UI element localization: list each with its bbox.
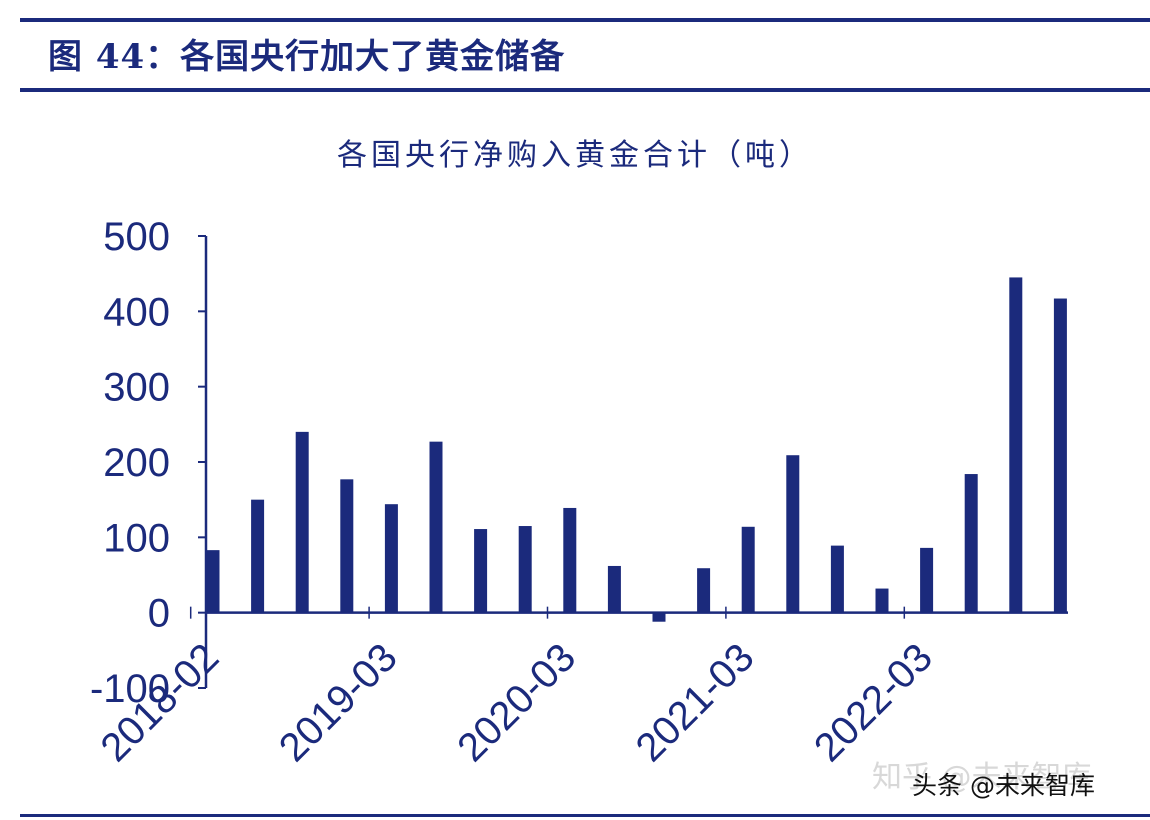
title-rule (20, 88, 1150, 92)
y-tick-label: 100 (103, 516, 170, 560)
y-tick-label: -100 (90, 667, 170, 711)
x-tick-label: 2021-03 (628, 635, 763, 770)
y-tick-label: 0 (148, 592, 170, 636)
bar-2019-06 (429, 441, 443, 613)
top-rule (20, 18, 1150, 22)
bar-2021-03 (741, 526, 755, 613)
bar-2022-06 (964, 474, 978, 613)
y-tick-label: 400 (103, 290, 170, 334)
bar-2020-03 (563, 507, 577, 613)
bar-2019-09 (474, 529, 488, 613)
bar-2018-06 (251, 499, 265, 613)
y-tick-label: 200 (103, 441, 170, 485)
bar-2020-06 (607, 565, 621, 613)
bar-2021-06 (786, 455, 800, 613)
credit-text: 头条 @未来智库 (912, 771, 1095, 800)
bottom-rule (20, 814, 1150, 817)
bar-2020-12 (697, 568, 711, 613)
x-tick-label: 2019-03 (271, 635, 406, 770)
y-tick-label: 300 (103, 366, 170, 410)
bar-2018-12 (340, 479, 354, 613)
watermark: 知乎 @未来智库 (872, 760, 1092, 795)
chart-title: 各国央行净购入黄金合计（吨） (337, 138, 813, 173)
bar-2022-09 (1009, 277, 1023, 613)
bar-2018-09 (295, 431, 309, 613)
bar-2019-12 (518, 526, 532, 613)
bar-2019-03 (384, 504, 398, 613)
bar-2021-09 (830, 545, 844, 613)
x-tick-label: 2020-03 (449, 635, 584, 770)
y-tick-label: 500 (103, 215, 170, 259)
bar-2022-12 (1053, 298, 1067, 613)
bar-2020-09 (652, 612, 666, 622)
bar-2018-03 (206, 550, 220, 613)
x-tick-label: 2022-03 (806, 635, 941, 770)
bar-2021-12 (875, 588, 889, 613)
figure-title: 图 44：各国央行加大了黄金储备 (48, 37, 566, 77)
bar-2022-03 (920, 547, 934, 613)
